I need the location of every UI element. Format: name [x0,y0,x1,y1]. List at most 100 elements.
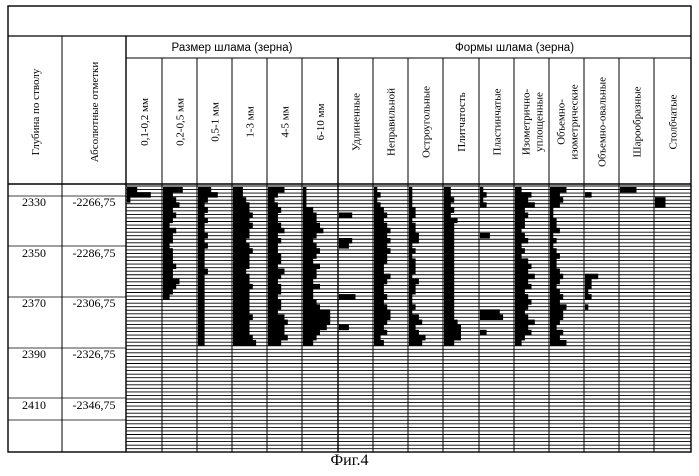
bar-5-17 [268,269,285,275]
bar-6-31 [303,340,313,346]
bar-1-1 [127,187,137,193]
bar-10-19 [444,279,454,285]
bar-10-5 [444,207,454,213]
bar-11-4 [480,202,487,208]
depth-tick-label: 2390 [22,347,46,361]
bar-6-17 [303,269,317,275]
bar-4-11 [233,238,246,244]
bar-1-2 [127,192,151,198]
bar-5-28 [268,325,285,331]
bar-2-1 [163,187,183,193]
bar-9-18 [409,274,412,280]
bar-3-17 [198,269,208,275]
bar-5-8 [268,223,281,229]
bar-13-10 [550,233,553,239]
bar-5-1 [268,187,285,193]
bar-6-23 [303,299,317,305]
bar-3-1 [198,187,211,193]
depth-tick-label: 2410 [22,398,46,412]
depth-tick-label: 2370 [22,296,46,310]
bar-5-16 [268,264,278,270]
bar-5-4 [268,202,278,208]
bar-6-26 [303,315,330,321]
bar-12-13 [515,248,525,254]
bar-8-30 [374,335,381,341]
bar-4-3 [233,197,246,203]
bar-10-11 [444,238,454,244]
bar-16-3 [655,197,666,203]
bar-5-26 [268,315,285,321]
bar-4-24 [233,304,250,310]
figure-caption: Фиг.4 [0,452,699,470]
bar-12-17 [515,269,528,275]
bar-10-17 [444,269,454,275]
shape-column-label: изометрические [569,84,581,159]
bar-5-24 [268,304,281,310]
bar-7-22 [339,294,356,300]
bar-6-8 [303,223,320,229]
bar-4-1 [233,187,243,193]
bar-14-20 [585,284,592,290]
bar-9-5 [409,207,416,213]
bar-2-2 [163,192,173,198]
bar-13-4 [550,202,560,208]
bar-12-12 [515,243,522,249]
bar-12-11 [515,238,528,244]
bar-5-29 [268,330,285,336]
bar-8-17 [374,269,384,275]
bar-9-16 [409,264,416,270]
bar-3-7 [198,218,208,224]
depth-tick-label: 2350 [22,246,46,260]
bar-6-6 [303,213,317,219]
bar-2-17 [163,269,173,275]
bar-10-29 [444,330,461,336]
bar-12-19 [515,279,528,285]
bar-11-1 [480,187,483,193]
bar-3-18 [198,274,205,280]
bar-12-2 [515,192,532,198]
shape-group-header: Формы шлама (зерна) [455,42,574,54]
bar-6-4 [303,202,306,208]
bar-8-26 [374,315,391,321]
bar-12-28 [515,325,528,331]
bar-4-12 [233,243,250,249]
bar-6-25 [303,309,330,315]
bar-13-7 [550,218,557,224]
abs-tick-label: -2346,75 [73,398,116,412]
bar-12-23 [515,299,532,305]
bar-9-21 [409,289,416,295]
bar-13-5 [550,207,553,213]
bar-2-21 [163,289,173,295]
bar-5-18 [268,274,281,280]
abs-tick-label: -2266,75 [73,195,116,209]
bar-12-22 [515,294,528,300]
bar-10-9 [444,228,454,234]
bar-8-2 [374,192,381,198]
shape-column-label: Изометрично- [521,89,533,156]
bar-13-14 [550,253,560,258]
bar-8-9 [374,228,391,234]
bar-9-13 [409,248,416,254]
bar-12-6 [515,213,528,219]
bar-8-28 [374,325,384,331]
bar-3-21 [198,289,205,295]
abs-header: Абсолютные отметки [89,62,101,163]
bar-6-22 [303,294,313,300]
bar-12-16 [515,264,532,270]
bar-10-22 [444,294,454,300]
bar-7-12 [339,243,349,249]
bar-3-4 [198,202,205,208]
bar-2-16 [163,264,176,270]
bar-6-28 [303,325,327,331]
bar-1-3 [127,197,130,203]
bar-9-25 [409,309,412,315]
size-column-label: 0,2-0,5 мм [175,98,187,146]
bar-14-24 [585,304,588,310]
abs-tick-label: -2326,75 [73,347,116,361]
bar-6-2 [303,192,306,198]
bar-13-9 [550,228,560,234]
bar-2-6 [163,213,176,219]
bar-9-4 [409,202,412,208]
bar-8-10 [374,233,387,239]
bar-5-9 [268,228,285,234]
